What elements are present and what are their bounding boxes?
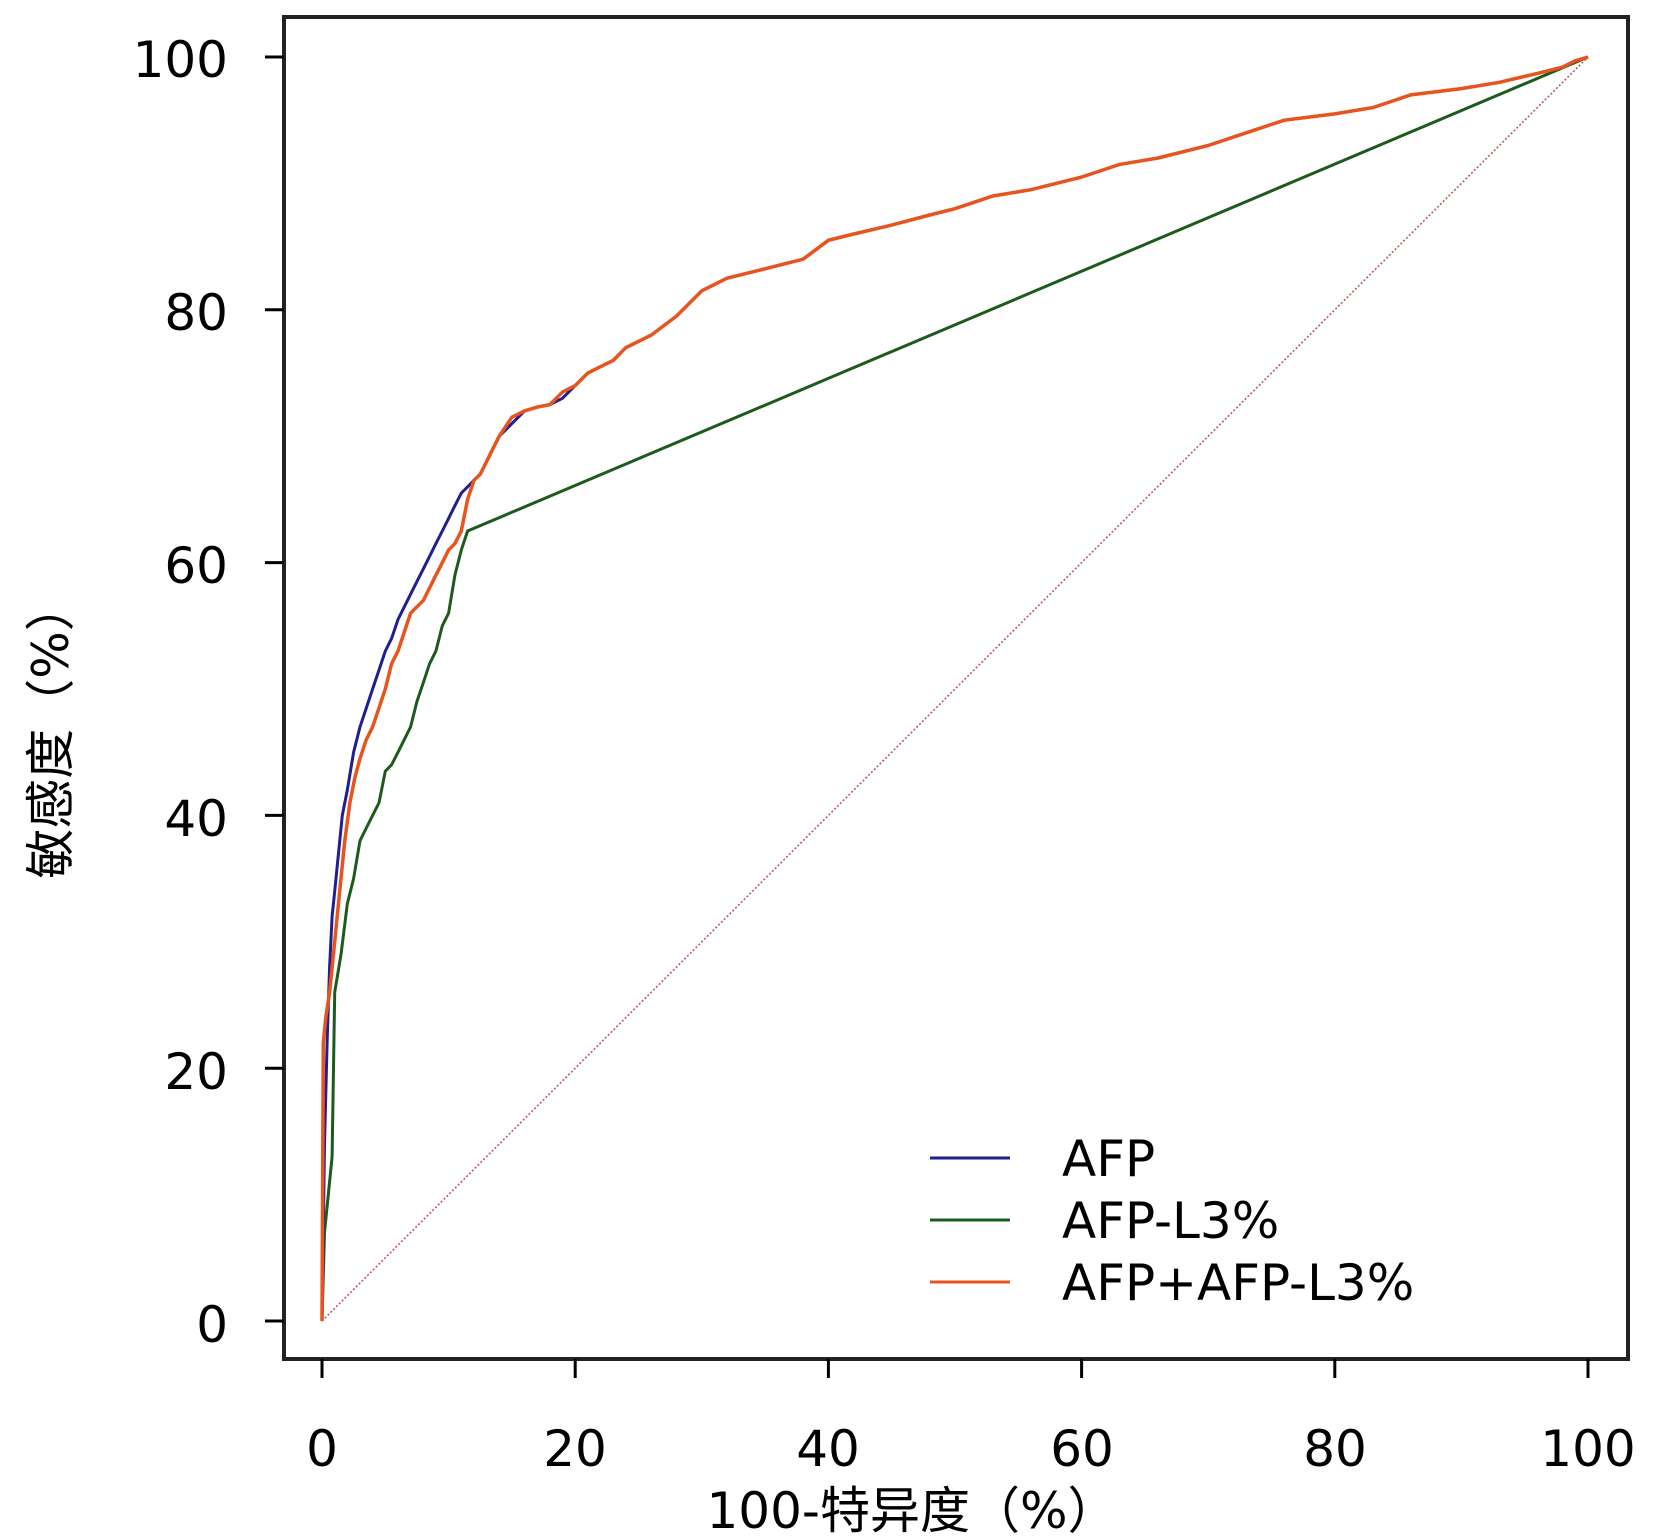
x-axis-title: 100-特异度（%）	[707, 1482, 1118, 1536]
afp-l3-line	[320, 55, 1589, 1322]
y-tick-label-40: 40	[164, 790, 228, 848]
y-tick-label-20: 20	[164, 1043, 228, 1101]
legend-label-afp-l3: AFP-L3%	[1062, 1192, 1279, 1250]
y-tick-labels: 0 20 40 60 80 100	[133, 31, 228, 1354]
series-layer	[320, 55, 1589, 1322]
x-tick-label-80: 80	[1303, 1420, 1367, 1478]
reference-diagonal-line	[321, 56, 1589, 1322]
afp-plus-afp-l3-line	[320, 55, 1589, 1322]
y-axis-ticks	[265, 55, 284, 1323]
legend-label-afp-plus-afp-l3: AFP+AFP-L3%	[1062, 1254, 1414, 1312]
y-tick-label-60: 60	[164, 537, 228, 595]
legend: AFP AFP-L3% AFP+AFP-L3%	[930, 1130, 1414, 1312]
x-axis-ticks	[320, 1359, 1590, 1378]
x-tick-label-60: 60	[1050, 1420, 1114, 1478]
plot-frame	[282, 15, 1630, 1361]
x-tick-labels: 0 20 40 60 80 100	[306, 1420, 1636, 1478]
x-tick-label-20: 20	[543, 1420, 607, 1478]
x-tick-label-100: 100	[1540, 1420, 1635, 1478]
x-tick-label-40: 40	[796, 1420, 860, 1478]
y-axis-title: 敏感度（%）	[22, 581, 80, 879]
y-tick-label-100: 100	[133, 31, 228, 89]
legend-label-afp: AFP	[1062, 1130, 1155, 1188]
x-tick-label-0: 0	[306, 1420, 338, 1478]
y-tick-label-80: 80	[164, 284, 228, 342]
y-tick-label-0: 0	[196, 1296, 228, 1354]
